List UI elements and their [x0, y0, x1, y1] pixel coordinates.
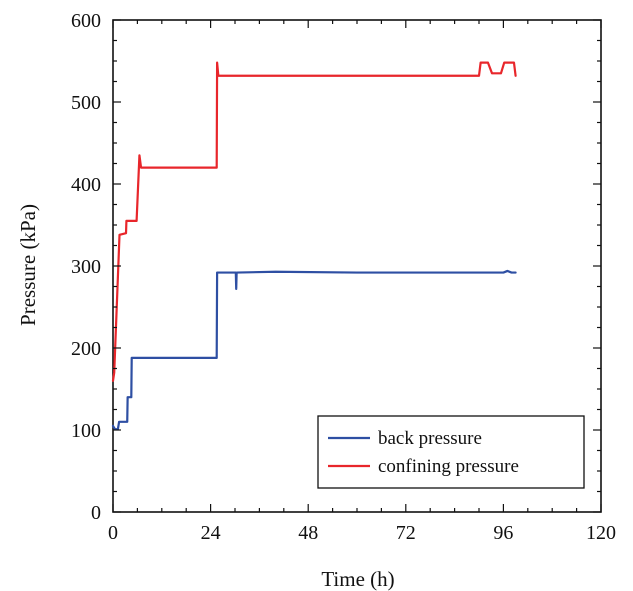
- legend: back pressure confining pressure: [317, 415, 585, 489]
- y-axis-title: Pressure (kPa): [16, 204, 40, 326]
- y-tick-label: 600: [71, 10, 101, 32]
- y-tick-label: 100: [71, 420, 101, 442]
- axes-layer: 0 24 48 72 96 120 0 100 200 300 400 500 600: [71, 10, 616, 544]
- y-tick-label: 400: [71, 174, 101, 196]
- x-tick-label: 120: [586, 522, 616, 544]
- y-tick-label: 300: [71, 256, 101, 278]
- legend-box: [317, 415, 585, 489]
- x-tick-label: 48: [298, 522, 318, 544]
- series-layer: [111, 61, 517, 431]
- legend-label-confining-pressure: confining pressure: [378, 456, 519, 477]
- y-tick-label: 500: [71, 92, 101, 114]
- x-tick-label: 24: [201, 522, 221, 544]
- series-line-back-pressure: [111, 269, 517, 431]
- x-tick-label: 96: [493, 522, 513, 544]
- legend-label-back-pressure: back pressure: [378, 428, 482, 449]
- y-tick-label: 0: [91, 502, 101, 524]
- series-line-confining-pressure: [111, 61, 517, 382]
- x-axis-title: Time (h): [321, 567, 394, 591]
- y-tick-label: 200: [71, 338, 101, 360]
- x-tick-label: 0: [108, 522, 118, 544]
- x-tick-label: 72: [396, 522, 416, 544]
